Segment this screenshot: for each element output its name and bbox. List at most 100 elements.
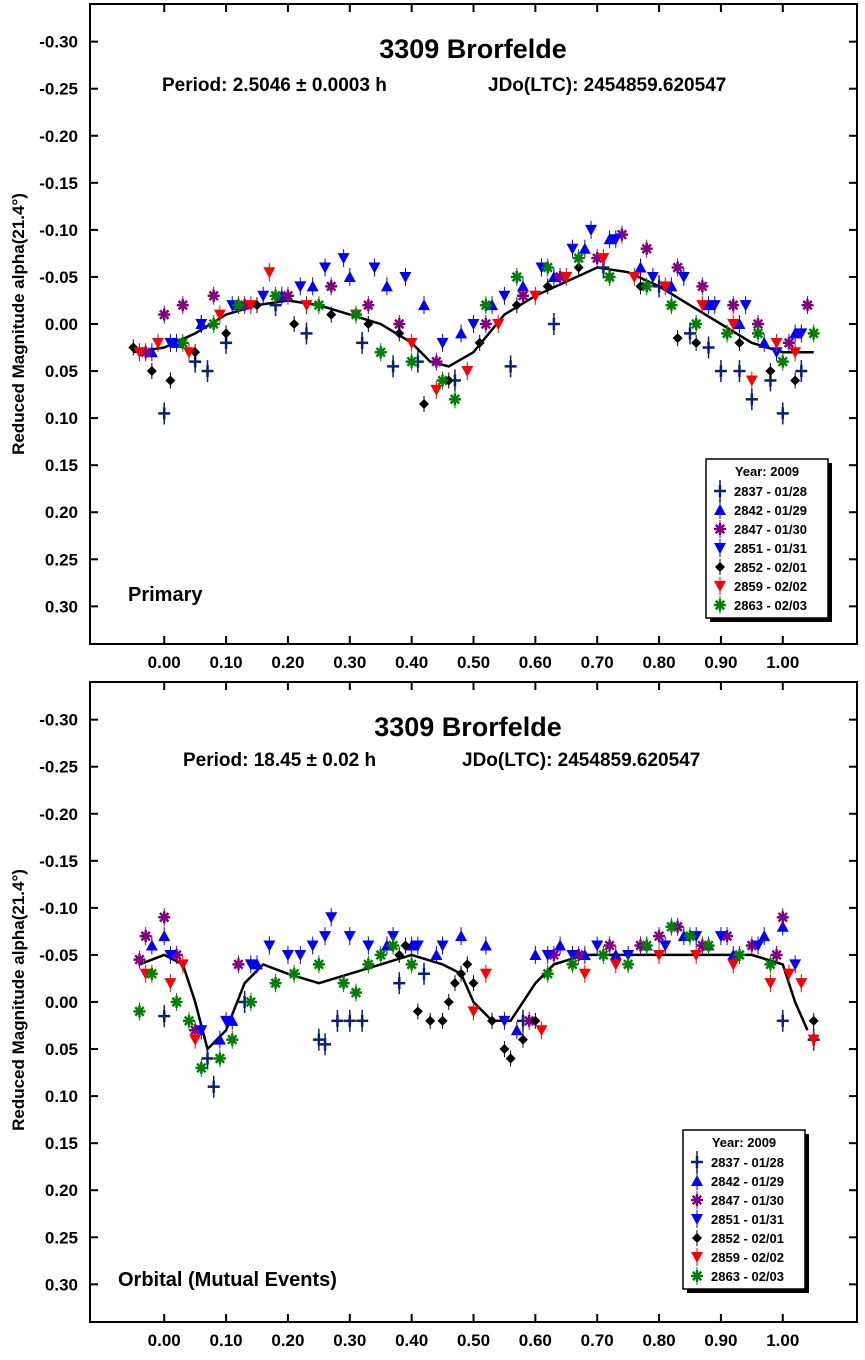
data-point (449, 975, 460, 992)
data-point (145, 936, 158, 955)
x-tick-label: 0.70 (581, 1331, 614, 1350)
data-point (745, 936, 758, 955)
data-point (158, 402, 171, 425)
data-point (436, 333, 449, 352)
data-point (380, 277, 393, 296)
panel-label: Primary (128, 584, 203, 606)
x-tick-label: 0.60 (519, 653, 552, 672)
data-point (789, 324, 802, 343)
data-point (319, 1033, 332, 1056)
data-point (326, 306, 337, 323)
data-point (455, 324, 468, 343)
data-point (133, 343, 146, 362)
data-point (133, 950, 146, 969)
primary-chart: -0.30 -0.25 -0.20 -0.15 -0.10 -0.05 0.00 0.05 0.… (9, 3, 858, 672)
data-point (263, 263, 276, 282)
data-point (462, 956, 473, 973)
orbital-chart: -0.30 -0.25 -0.20 -0.15 -0.10 -0.05 0.00 0.05 0.… (9, 681, 858, 1350)
data-point (714, 360, 727, 383)
data-point (374, 945, 387, 964)
data-point (691, 1248, 703, 1266)
data-point (201, 1047, 214, 1070)
data-point (189, 1030, 202, 1049)
data-point (461, 362, 474, 381)
data-point (795, 324, 808, 343)
data-point (349, 305, 362, 324)
data-point (758, 333, 771, 352)
data-point (585, 220, 598, 239)
data-point (764, 974, 777, 993)
data-point (176, 955, 189, 974)
data-point (665, 917, 678, 936)
data-point (195, 1021, 208, 1040)
y-tick-label: 0.05 (45, 362, 78, 381)
data-point (566, 239, 579, 258)
data-point (692, 1230, 702, 1246)
data-point (714, 539, 726, 557)
data-point (226, 1011, 239, 1030)
data-point (715, 559, 725, 575)
data-point (603, 267, 616, 286)
legend-item: 2837 - 01/28 (691, 1151, 784, 1173)
data-point (727, 955, 740, 974)
legend-item: 2859 - 02/02 (714, 577, 807, 595)
data-point (400, 937, 411, 954)
data-point (492, 315, 505, 333)
data-point (158, 1005, 171, 1028)
data-point (789, 955, 802, 974)
x-tick-label: 0.80 (643, 1331, 676, 1350)
legend-box (682, 1129, 806, 1290)
data-point (628, 267, 641, 286)
data-point (443, 994, 454, 1010)
data-point (152, 333, 165, 352)
data-point (714, 520, 726, 538)
data-point (176, 333, 189, 352)
data-point (745, 371, 758, 390)
data-point (244, 993, 257, 1011)
data-point (691, 1210, 703, 1228)
data-point (702, 336, 715, 359)
data-point (560, 267, 573, 286)
data-point (405, 955, 418, 974)
data-point (312, 296, 325, 315)
data-point (691, 1172, 703, 1190)
data-point (714, 480, 726, 502)
data-point (165, 372, 176, 389)
data-point (337, 974, 350, 993)
data-point (263, 936, 276, 955)
data-point (665, 277, 678, 296)
data-point (510, 267, 523, 286)
data-point (683, 322, 696, 345)
y-tick-label: -0.10 (39, 221, 78, 240)
data-point (504, 355, 517, 378)
data-point (603, 936, 616, 955)
legend-label: 2837 - 01/28 (734, 484, 807, 499)
data-point (430, 945, 443, 964)
data-point (306, 277, 319, 296)
legend-item: 2863 - 02/03 (691, 1267, 784, 1285)
x-tick-label: 0.30 (333, 1331, 366, 1350)
data-point (578, 964, 591, 983)
x-tick-label: 0.10 (210, 653, 243, 672)
data-point (727, 296, 740, 315)
data-point (146, 363, 157, 380)
legend-label: 2847 - 01/30 (711, 1193, 784, 1208)
data-point (437, 1012, 448, 1029)
data-point (535, 1021, 548, 1040)
data-point (479, 936, 492, 955)
y-tick-label: 0.10 (45, 409, 78, 428)
data-point (411, 936, 424, 955)
data-point (659, 936, 672, 955)
data-point (671, 258, 684, 277)
data-point (418, 296, 431, 315)
data-point (640, 239, 653, 258)
data-point (683, 927, 696, 946)
data-point (603, 230, 616, 249)
chart-period: Period: 2.5046 ± 0.0003 h (162, 75, 387, 96)
data-point (634, 258, 647, 277)
legend-title: Year: 2009 (735, 464, 799, 479)
orbital-chart-panel: -0.30 -0.25 -0.20 -0.15 -0.10 -0.05 0.00 0.05 0.… (0, 678, 865, 1355)
legend-label: 2842 - 01/29 (711, 1174, 784, 1189)
y-tick-label: 0.30 (45, 1275, 78, 1294)
y-tick-label: -0.25 (39, 758, 78, 777)
